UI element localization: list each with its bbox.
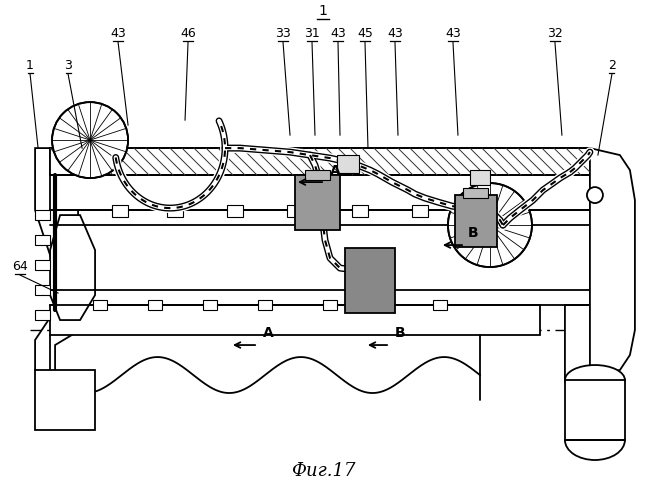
Bar [323, 300, 337, 310]
Text: 46: 46 [180, 27, 196, 40]
Text: 43: 43 [445, 27, 461, 40]
Bar [565, 380, 625, 440]
Bar [295, 175, 340, 230]
Text: B: B [395, 326, 406, 340]
Bar [35, 210, 50, 220]
Bar [93, 300, 107, 310]
Bar [35, 310, 50, 320]
Polygon shape [565, 148, 615, 380]
Bar [258, 300, 272, 310]
Bar [433, 300, 447, 310]
Circle shape [587, 187, 603, 203]
Bar [227, 205, 243, 217]
Bar [148, 300, 162, 310]
Bar [455, 195, 497, 247]
Polygon shape [50, 215, 95, 320]
Bar [345, 248, 395, 313]
Ellipse shape [565, 365, 625, 395]
Bar [50, 305, 540, 335]
Text: Фиг.17: Фиг.17 [291, 462, 355, 480]
Text: A: A [330, 164, 340, 178]
Text: 3: 3 [64, 59, 72, 72]
Text: 33: 33 [275, 27, 291, 40]
Polygon shape [35, 148, 80, 375]
Polygon shape [35, 370, 95, 430]
Text: 1: 1 [26, 59, 34, 72]
Text: 32: 32 [547, 27, 563, 40]
Bar [50, 175, 590, 210]
Text: 43: 43 [110, 27, 126, 40]
Bar [337, 155, 359, 173]
Bar [203, 300, 217, 310]
Bar [470, 170, 490, 185]
Bar [35, 235, 50, 245]
Text: A: A [263, 326, 274, 340]
Bar [378, 300, 392, 310]
Bar [112, 205, 128, 217]
Bar [35, 285, 50, 295]
Text: 45: 45 [357, 27, 373, 40]
Bar [467, 205, 483, 217]
Bar [352, 205, 368, 217]
Circle shape [52, 102, 128, 178]
Bar [35, 260, 50, 270]
Circle shape [448, 183, 532, 267]
Polygon shape [590, 148, 635, 375]
Text: 1: 1 [318, 4, 328, 18]
Bar [287, 205, 303, 217]
Text: 2: 2 [608, 59, 616, 72]
Text: 43: 43 [330, 27, 346, 40]
Bar [463, 188, 488, 198]
Text: 43: 43 [387, 27, 403, 40]
Bar [50, 148, 590, 175]
Text: 64: 64 [12, 260, 28, 273]
Text: B: B [468, 226, 479, 240]
Bar [412, 205, 428, 217]
Text: 31: 31 [304, 27, 320, 40]
Bar [167, 205, 183, 217]
Bar [305, 170, 330, 180]
